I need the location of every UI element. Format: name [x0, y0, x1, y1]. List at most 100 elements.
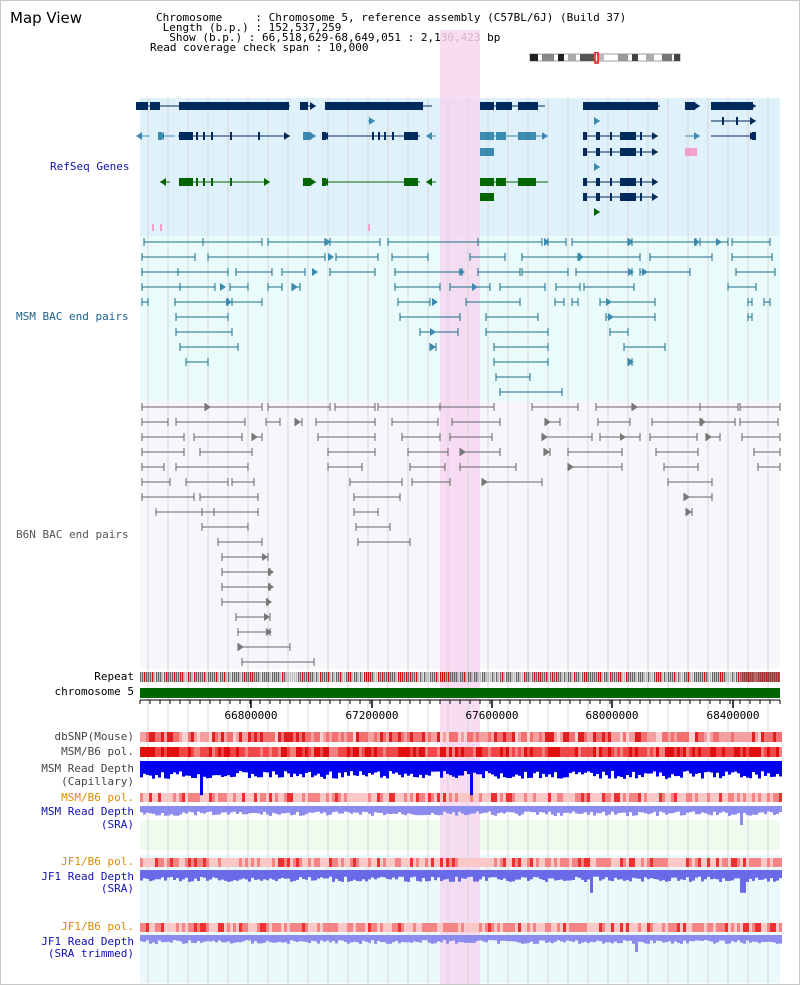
jf1-pol-density [185, 858, 188, 867]
track-label-jf1-pol-2[interactable]: JF1/B6 pol. [61, 920, 134, 933]
jf1-pol2-density [755, 923, 758, 932]
msm-pol-density [758, 747, 761, 757]
jf1-pol-density [734, 858, 737, 867]
track-label-msm-pol-2[interactable]: MSM/B6 pol. [61, 791, 134, 804]
msm-capillary-depth-bar [572, 761, 575, 772]
msm-capillary-depth-bar [539, 761, 542, 779]
repeat-mark [210, 672, 212, 682]
track-label-msm-depth-cap[interactable]: MSM Read Depth [41, 762, 134, 775]
repeat-mark [490, 672, 492, 682]
jf1-pol-density [434, 858, 437, 867]
msm-pol2-density [338, 793, 341, 802]
msm-pol2-density [215, 793, 218, 802]
track-label-msm-pol[interactable]: MSM/B6 pol. [61, 745, 134, 758]
gene-strand-arrow [426, 178, 432, 186]
msm-pol-density [464, 747, 467, 757]
track-label-b6n-bac[interactable]: B6N BAC end pairs [16, 528, 129, 541]
msm-sra-depth-bar [233, 806, 236, 812]
track-label-dbsnp[interactable]: dbSNP(Mouse) [54, 730, 134, 743]
msm-pol-density [452, 747, 455, 757]
msm-pol-density [605, 747, 608, 757]
msm-pol-density [422, 747, 425, 757]
track-label-jf1-depth[interactable]: JF1 Read Depth [41, 870, 134, 883]
msm-capillary-depth-bar [689, 761, 692, 774]
jf1-trim-depth-bar [572, 935, 575, 943]
jf1-trim-depth-bar [197, 935, 200, 941]
gene-exon [300, 102, 308, 110]
jf1-sra-depth-bar [461, 870, 464, 879]
dbsnp-density [641, 732, 644, 742]
repeat-mark [630, 672, 632, 682]
dbsnp-density [263, 732, 266, 742]
jf1-trim-depth-bar [323, 935, 326, 942]
msm-pol2-density [680, 793, 683, 802]
dbsnp-density [419, 732, 422, 742]
msm-bac-end-marker [220, 283, 226, 291]
repeat-mark [290, 672, 292, 682]
track-label-refseq-genes[interactable]: RefSeq Genes [50, 160, 130, 173]
msm-capillary-depth-bar [620, 761, 623, 778]
dbsnp-density [173, 732, 176, 742]
jf1-pol2-density [293, 923, 296, 932]
msm-pol-density [515, 747, 518, 757]
jf1-pol2-density [728, 923, 731, 932]
repeat-mark [478, 672, 480, 682]
msm-pol-density [389, 747, 392, 757]
jf1-pol-density [404, 858, 407, 867]
track-label-msm-bac[interactable]: MSM BAC end pairs [16, 310, 129, 323]
track-label-jf1-pol[interactable]: JF1/B6 pol. [61, 855, 134, 868]
msm-sra-depth-bar [221, 806, 224, 813]
dbsnp-density [404, 732, 407, 742]
dbsnp-density [710, 732, 713, 742]
gene-strand-arrow [750, 117, 756, 125]
jf1-sra-depth-bar [350, 870, 353, 881]
dbsnp-density [479, 732, 482, 742]
track-label-msm-depth-sra[interactable]: MSM Read Depth [41, 805, 134, 818]
jf1-pol-density [464, 858, 467, 867]
msm-pol-density [512, 747, 515, 757]
msm-capillary-depth-bar [455, 761, 458, 778]
repeat-mark [622, 672, 624, 682]
msm-capillary-depth-bar [470, 761, 473, 796]
repeat-mark [304, 672, 306, 682]
jf1-pol-density [491, 858, 494, 867]
jf1-trim-depth-bar [401, 935, 404, 942]
msm-sra-depth-bar [443, 806, 446, 812]
msm-pol-density [518, 747, 521, 757]
msm-pol-density [641, 747, 644, 757]
msm-sra-depth-bar [251, 806, 254, 814]
msm-sra-depth-bar [758, 806, 761, 813]
msm-pol2-density [143, 793, 146, 802]
dbsnp-density [488, 732, 491, 742]
repeat-mark [238, 672, 240, 682]
msm-capillary-depth-bar [737, 761, 740, 774]
repeat-mark [670, 672, 672, 682]
msm-pol-density [575, 747, 578, 757]
jf1-sra-depth-bar [440, 870, 443, 882]
repeat-mark [394, 672, 396, 682]
repeat-mark [426, 672, 428, 682]
jf1-trim-depth-bar [578, 935, 581, 944]
msm-pol-density [314, 747, 317, 757]
jf1-sra-depth-bar [503, 870, 506, 879]
track-label-chromosome[interactable]: chromosome 5 [54, 685, 134, 698]
jf1-trim-depth-bar [443, 935, 446, 940]
jf1-trim-depth-bar [542, 935, 545, 941]
track-label-repeat[interactable]: Repeat [94, 670, 134, 683]
msm-pol-density [428, 747, 431, 757]
dbsnp-density [554, 732, 557, 742]
chromosome-ideogram[interactable] [528, 52, 684, 64]
dbsnp-density [326, 732, 329, 742]
jf1-pol2-density [431, 923, 434, 932]
jf1-pol2-density [281, 923, 284, 932]
jf1-pol-density [356, 858, 359, 867]
dbsnp-density [557, 732, 560, 742]
msm-capillary-depth-bar [590, 761, 593, 773]
track-label-jf1-trim[interactable]: JF1 Read Depth [41, 935, 134, 948]
msm-pol2-density [518, 793, 521, 802]
jf1-pol2-density [302, 923, 305, 932]
repeat-mark [706, 672, 708, 682]
jf1-sra-depth-bar [707, 870, 710, 877]
msm-sra-depth-bar [464, 806, 467, 816]
msm-capillary-depth-bar [758, 761, 761, 779]
